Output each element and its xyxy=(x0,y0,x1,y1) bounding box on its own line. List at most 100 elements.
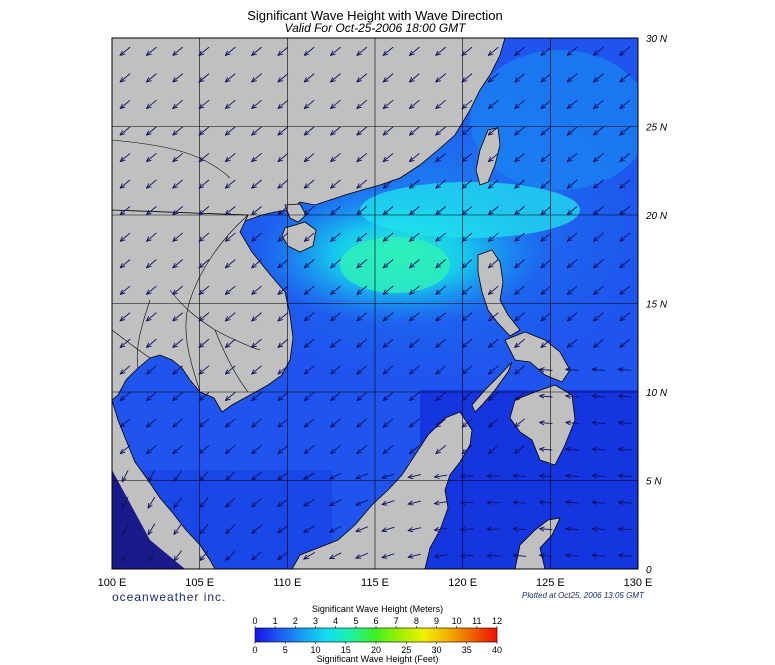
wave-arrow xyxy=(488,206,499,214)
wave-arrow xyxy=(331,391,341,400)
wave-arrow xyxy=(120,259,131,267)
wave-arrow xyxy=(146,391,157,400)
wave-arrow xyxy=(200,523,209,534)
wave-arrow xyxy=(488,179,499,188)
wave-arrow xyxy=(146,73,157,82)
wave-arrow xyxy=(434,502,448,504)
wave-arrow xyxy=(252,179,262,188)
wave-arrow xyxy=(515,152,525,161)
wave-arrow xyxy=(304,312,315,321)
chart-title: Significant Wave Height with Wave Direct… xyxy=(247,8,503,23)
wave-arrow xyxy=(278,365,289,374)
wave-arrow xyxy=(278,418,289,427)
legend-feet-label: 0 xyxy=(252,645,257,655)
wave-arrow xyxy=(120,232,131,241)
wave-arrow xyxy=(434,475,448,477)
wave-arrow xyxy=(120,126,131,135)
wave-arrow xyxy=(436,312,447,321)
wave-arrow xyxy=(620,152,631,161)
wave-arrow xyxy=(199,418,210,427)
wave-arrow xyxy=(462,365,473,374)
wave-arrow xyxy=(488,232,499,241)
legend-meters-label: 4 xyxy=(333,616,338,626)
wave-arrow xyxy=(252,498,262,506)
wave-arrow xyxy=(304,472,316,480)
wave-arrow xyxy=(199,338,210,347)
wave-arrow xyxy=(594,338,604,347)
wave-arrow xyxy=(567,73,578,82)
wave-arrow xyxy=(199,206,210,214)
wave-arrow xyxy=(331,232,341,241)
oceanweather-credit: oceanweather inc. xyxy=(112,590,227,604)
wave-arrow xyxy=(488,126,499,135)
plotted-timestamp: Plotted at Oct25, 2006 13:05 GMT xyxy=(522,591,644,600)
wave-arrow xyxy=(174,470,182,481)
wave-arrow xyxy=(252,232,262,241)
wave-arrow xyxy=(252,365,262,374)
wave-arrow xyxy=(488,338,499,347)
wave-arrow xyxy=(515,179,525,188)
wave-arrow xyxy=(120,445,131,453)
wave-arrow xyxy=(409,418,420,427)
wave-arrow xyxy=(383,46,394,55)
wave-arrow xyxy=(331,338,341,347)
wave-arrow xyxy=(567,126,578,135)
wave-arrow xyxy=(356,526,369,532)
wave-arrow xyxy=(278,312,289,321)
wave-arrow xyxy=(252,126,262,135)
wave-arrow xyxy=(620,312,631,321)
wave-arrow xyxy=(148,549,156,561)
wave-arrow xyxy=(226,471,236,480)
wave-arrow xyxy=(120,206,131,214)
latitude-label: 30 N xyxy=(646,34,668,45)
wave-arrow xyxy=(357,338,368,347)
wave-arrow xyxy=(567,312,578,321)
map-border xyxy=(111,37,639,570)
wave-arrow xyxy=(436,285,447,294)
wave-arrow xyxy=(618,422,632,423)
wave-arrow xyxy=(383,285,394,294)
wave-arrow xyxy=(252,285,262,294)
wave-arrow xyxy=(120,99,131,108)
wave-arrow xyxy=(436,338,447,347)
wave-arrow xyxy=(541,179,552,188)
wave-arrow xyxy=(252,391,262,400)
wave-arrow xyxy=(488,152,499,161)
wave-arrow xyxy=(436,232,447,241)
wave-arrow xyxy=(173,179,184,188)
longitude-labels: 100 E 105 E 110 E 115 E 120 E 125 E 130 E xyxy=(98,577,653,589)
wave-arrow xyxy=(278,498,289,507)
wave-arrow xyxy=(592,369,606,370)
wave-arrow xyxy=(541,46,552,55)
wave-arrow xyxy=(541,259,552,267)
wave-arrow xyxy=(594,232,604,241)
wave-arrow xyxy=(357,73,368,82)
land-leizhou xyxy=(284,203,307,223)
wave-arrow xyxy=(541,152,552,161)
wave-arrow xyxy=(541,285,552,294)
wave-arrow xyxy=(200,550,209,561)
wave-arrow xyxy=(383,365,394,374)
wave-arrow xyxy=(408,528,421,531)
wave-arrow xyxy=(539,555,553,556)
wave-arrow xyxy=(541,338,552,347)
wave-arrow xyxy=(357,126,368,135)
wave-arrow xyxy=(620,232,631,241)
wave-arrow xyxy=(252,206,262,214)
wave-arrow xyxy=(252,73,262,82)
wave-arrow xyxy=(567,99,578,108)
wave-arrow xyxy=(330,552,342,559)
wave-arrow xyxy=(146,259,157,267)
wave-arrow xyxy=(331,418,341,427)
wave-arrow xyxy=(383,126,394,135)
wave-arrow xyxy=(436,46,447,55)
wave-arrow xyxy=(173,259,184,267)
wave-arrow xyxy=(515,126,525,135)
wave-arrow xyxy=(120,391,131,400)
wave-arrow xyxy=(122,523,129,535)
wave-arrow xyxy=(173,99,184,108)
legend-meters-label: 2 xyxy=(293,616,298,626)
wave-arrow xyxy=(515,338,525,347)
wave-arrow xyxy=(515,285,525,294)
wave-arrow xyxy=(304,99,315,108)
